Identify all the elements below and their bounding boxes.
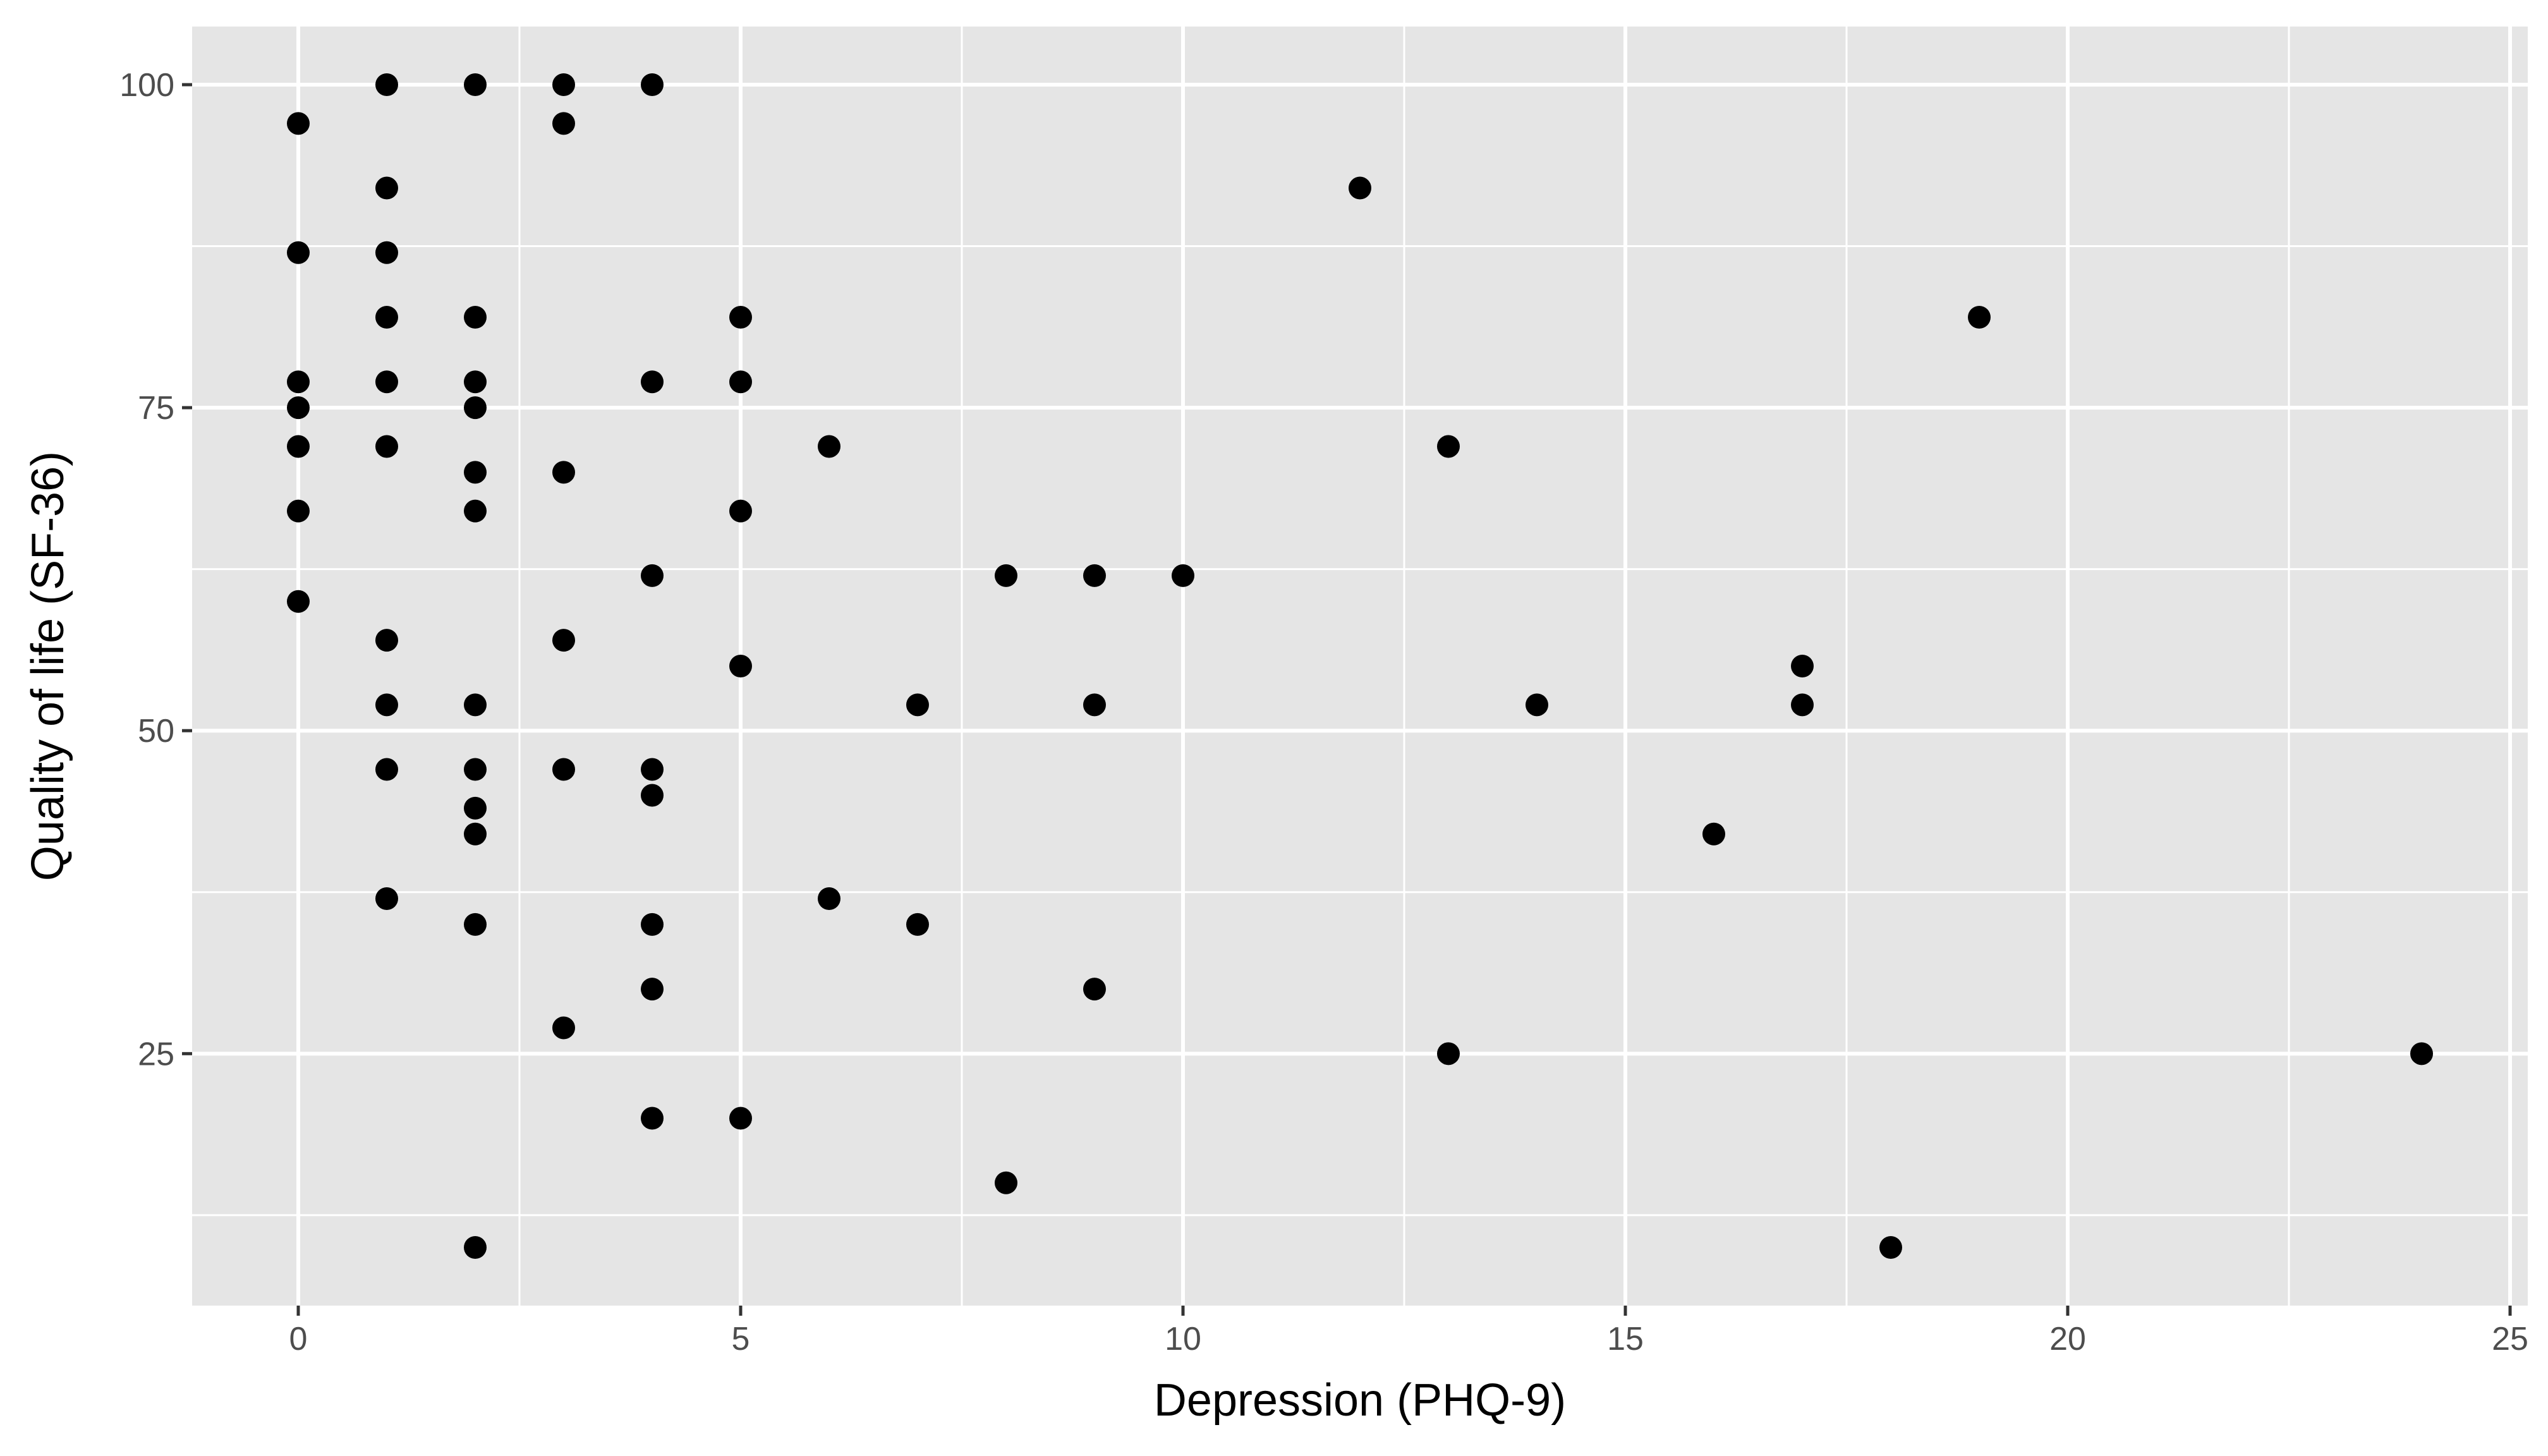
- data-point: [552, 461, 575, 484]
- data-point: [1349, 176, 1371, 200]
- x-tick-label: 20: [2049, 1321, 2086, 1357]
- data-point: [1437, 435, 1460, 458]
- x-tick-label: 25: [2492, 1321, 2528, 1357]
- data-point: [375, 73, 398, 96]
- data-point: [729, 370, 752, 394]
- data-point: [641, 784, 664, 807]
- data-point: [641, 758, 664, 781]
- data-point: [552, 112, 575, 135]
- data-point: [729, 1107, 752, 1130]
- data-point: [552, 1016, 575, 1040]
- y-tick-label: 100: [119, 67, 174, 104]
- data-point: [464, 461, 487, 484]
- data-point: [641, 73, 664, 96]
- data-point: [464, 1236, 487, 1259]
- y-tick-label: 75: [138, 390, 174, 427]
- data-point: [287, 590, 310, 613]
- data-point: [375, 241, 398, 264]
- major-gridlines: [192, 27, 2528, 1306]
- data-point: [464, 73, 487, 96]
- data-point: [552, 629, 575, 652]
- data-point: [1083, 693, 1106, 717]
- x-axis-title: Depression (PHQ-9): [1154, 1375, 1566, 1426]
- data-point: [375, 758, 398, 781]
- data-point: [995, 564, 1017, 587]
- data-point: [464, 758, 487, 781]
- data-point: [287, 370, 310, 394]
- data-point: [375, 693, 398, 717]
- data-point: [1968, 306, 1991, 329]
- data-point: [995, 1171, 1017, 1194]
- data-point: [1702, 822, 1725, 846]
- data-point: [641, 564, 664, 587]
- data-point: [287, 241, 310, 264]
- data-point: [2410, 1042, 2433, 1065]
- data-point: [375, 435, 398, 458]
- data-point: [1083, 978, 1106, 1001]
- data-point: [287, 499, 310, 523]
- y-tick-label: 50: [138, 713, 174, 749]
- data-point: [1172, 564, 1194, 587]
- plot-panel: [192, 27, 2528, 1306]
- data-point: [375, 887, 398, 910]
- data-point: [1791, 693, 1814, 717]
- data-point: [375, 370, 398, 394]
- x-tick-label: 10: [1165, 1321, 1201, 1357]
- data-point: [464, 913, 487, 936]
- data-point: [641, 370, 664, 394]
- data-point: [464, 306, 487, 329]
- minor-gridlines: [192, 27, 2528, 1306]
- data-point: [287, 435, 310, 458]
- data-point: [375, 629, 398, 652]
- data-point: [729, 655, 752, 677]
- y-axis: 25 50 75 100: [119, 67, 192, 1072]
- data-point: [287, 112, 310, 135]
- data-point: [1526, 693, 1548, 717]
- data-point: [552, 758, 575, 781]
- data-point: [641, 1107, 664, 1130]
- data-point: [464, 499, 487, 523]
- data-point: [729, 499, 752, 523]
- data-point: [1437, 1042, 1460, 1065]
- data-point: [287, 396, 310, 420]
- data-point: [464, 396, 487, 420]
- data-points: [287, 73, 2433, 1259]
- y-axis-title: Quality of life (SF-36): [23, 451, 73, 881]
- data-point: [375, 306, 398, 329]
- data-point: [729, 306, 752, 329]
- data-point: [818, 435, 840, 458]
- data-point: [906, 913, 929, 936]
- data-point: [1879, 1236, 1902, 1259]
- x-tick-label: 5: [732, 1321, 750, 1357]
- data-point: [1083, 564, 1106, 587]
- y-tick-label: 25: [138, 1036, 174, 1072]
- x-axis: 0 5 10 15 20 25: [289, 1306, 2528, 1357]
- data-point: [552, 73, 575, 96]
- data-point: [375, 176, 398, 200]
- data-point: [464, 796, 487, 820]
- data-point: [464, 693, 487, 717]
- data-point: [1791, 655, 1814, 677]
- data-point: [641, 913, 664, 936]
- data-point: [818, 887, 840, 910]
- x-tick-label: 0: [289, 1321, 308, 1357]
- data-point: [464, 370, 487, 394]
- data-point: [464, 822, 487, 846]
- data-point: [641, 978, 664, 1001]
- data-point: [906, 693, 929, 717]
- x-tick-label: 15: [1607, 1321, 1644, 1357]
